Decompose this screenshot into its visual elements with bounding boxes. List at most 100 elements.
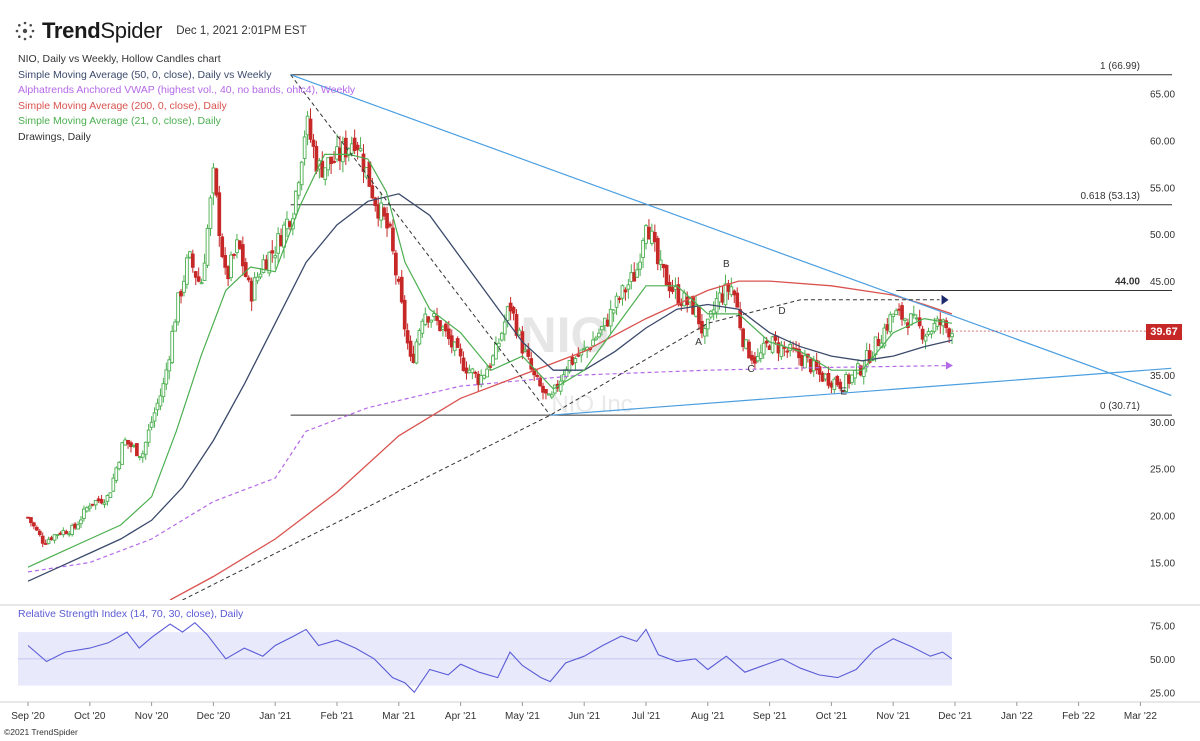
candle-body: [199, 282, 204, 285]
candle-body: [549, 394, 554, 398]
candle-body: [850, 374, 854, 383]
candle-body: [302, 136, 307, 159]
x-tick-label: Dec '20: [197, 711, 231, 722]
candle-body: [361, 153, 366, 172]
candle-body: [785, 350, 790, 353]
candle-body: [452, 341, 457, 352]
candle-body: [950, 333, 954, 338]
candle-body: [947, 328, 951, 338]
timestamp: Dec 1, 2021 2:01PM EST: [176, 25, 307, 37]
candle-body: [741, 328, 745, 348]
candle-body: [135, 443, 139, 457]
candle-body: [352, 137, 357, 152]
candle-body: [43, 542, 48, 545]
candle-body: [920, 328, 925, 340]
candle-body: [914, 317, 919, 320]
candle-body: [847, 374, 851, 384]
legend-entry[interactable]: NIO, Daily vs Weekly, Hollow Candles cha…: [18, 53, 221, 65]
candle-body: [429, 319, 434, 323]
candle-body: [461, 357, 466, 371]
candle-body: [391, 227, 395, 252]
candle-body: [349, 143, 354, 154]
candle-body: [96, 498, 101, 502]
candle-body: [52, 534, 57, 541]
candle-body: [376, 204, 381, 219]
dashed-support-line: [182, 299, 940, 600]
candle-body: [420, 320, 425, 334]
legend-entry[interactable]: Simple Moving Average (200, 0, close), D…: [18, 99, 227, 112]
copyright: ©2021 TrendSpider: [4, 727, 78, 737]
candle-body: [744, 339, 748, 349]
candle-body: [729, 286, 734, 296]
candle-body: [26, 516, 30, 519]
candle-body: [426, 316, 431, 323]
candle-body: [417, 330, 422, 345]
y-tick-label: 60.00: [1150, 136, 1175, 147]
candle-body: [61, 530, 66, 536]
candle-body: [582, 347, 587, 350]
pattern-label: C: [747, 364, 754, 375]
candle-body: [114, 467, 119, 481]
candle-body: [455, 338, 460, 348]
candle-body: [246, 277, 251, 281]
candle-body: [320, 160, 325, 178]
legend-entry[interactable]: Alphatrends Anchored VWAP (highest vol.,…: [18, 84, 356, 96]
y-tick-label: 50.00: [1150, 230, 1175, 241]
candle-body: [635, 269, 640, 278]
candle-body: [355, 144, 360, 151]
candle-body: [514, 314, 519, 336]
candle-body: [903, 318, 907, 321]
candle-body: [641, 239, 645, 258]
candle-body: [444, 323, 448, 332]
candle-body: [79, 519, 83, 525]
candle-body: [829, 382, 834, 388]
candle-body: [399, 276, 404, 303]
candle-body: [711, 309, 716, 314]
candle-body: [747, 341, 751, 359]
candle-body: [823, 373, 828, 380]
candle-body: [182, 280, 186, 293]
x-tick-label: Mar '22: [1124, 711, 1157, 722]
candle-body: [196, 276, 201, 282]
candle-body: [867, 350, 872, 363]
candle-body: [29, 517, 33, 524]
candle-body: [49, 537, 54, 541]
candle-body: [273, 255, 278, 259]
candle-body: [276, 233, 280, 254]
upper-trendline: [290, 74, 1172, 397]
candle-body: [252, 277, 257, 301]
candle-body: [561, 374, 566, 382]
candle-body: [505, 306, 510, 321]
rsi-tick-label: 50.00: [1150, 655, 1175, 666]
candle-body: [497, 342, 501, 347]
candle-body: [882, 327, 887, 347]
candle-body: [917, 317, 922, 327]
candle-body: [538, 377, 542, 387]
candle-body: [373, 197, 378, 207]
candle-body: [408, 340, 413, 357]
candle-body: [700, 320, 704, 334]
candle-body: [108, 492, 113, 499]
y-tick-label: 45.00: [1150, 277, 1175, 288]
candle-body: [435, 315, 439, 321]
legend-entry[interactable]: Simple Moving Average (50, 0, close), Da…: [18, 68, 272, 81]
candle-body: [232, 253, 236, 256]
candle-body: [176, 292, 180, 323]
candle-body: [46, 538, 51, 544]
fib-level-label: 1 (66.99): [1100, 61, 1140, 72]
y-tick-label: 15.00: [1150, 558, 1175, 569]
candle-body: [470, 368, 475, 374]
candle-body: [473, 371, 478, 374]
candle-body: [679, 303, 684, 306]
candle-body: [909, 313, 913, 326]
candle-body: [499, 332, 504, 341]
candle-body: [658, 259, 663, 265]
candle-body: [611, 309, 616, 314]
candle-body: [670, 286, 675, 292]
candle-body: [99, 498, 104, 504]
legend-entry[interactable]: Drawings, Daily: [18, 130, 91, 143]
legend-entry[interactable]: Simple Moving Average (21, 0, close), Da…: [18, 115, 221, 127]
y-tick-label: 20.00: [1150, 512, 1175, 523]
candle-body: [697, 306, 701, 325]
candle-body: [299, 161, 304, 186]
